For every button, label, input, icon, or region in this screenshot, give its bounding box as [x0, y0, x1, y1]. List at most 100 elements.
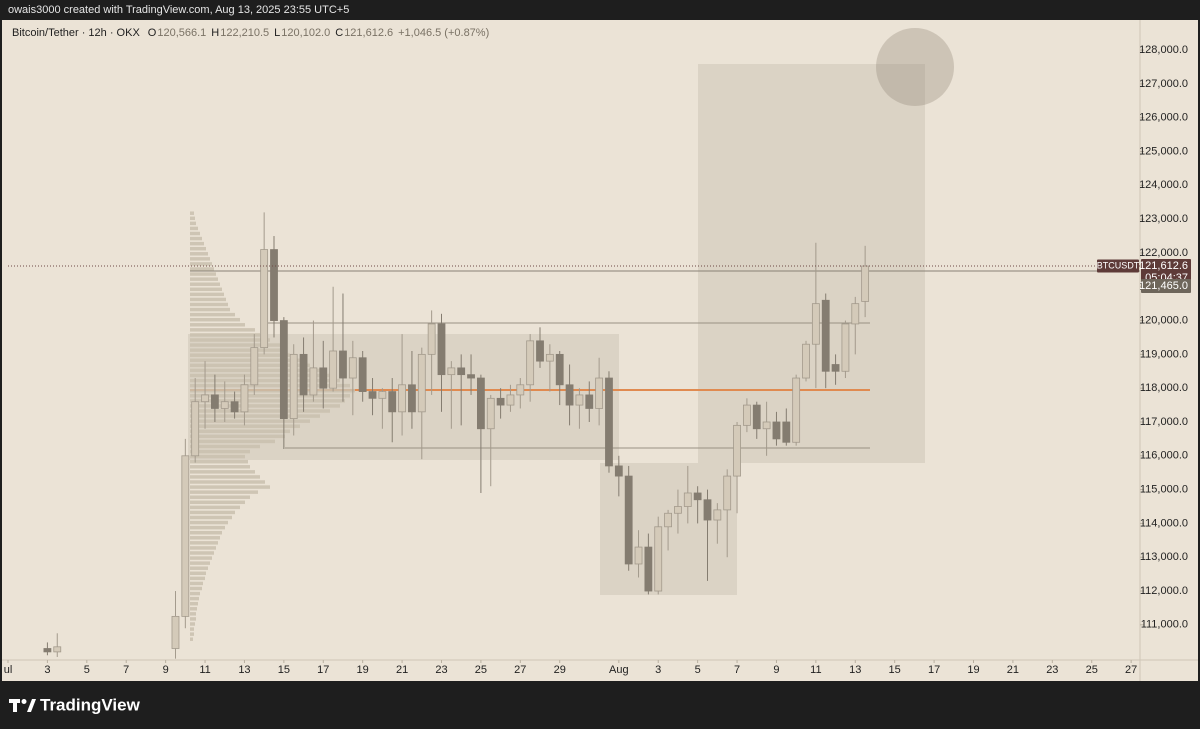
candle-body [408, 384, 416, 413]
y-tick-label: 127,000.0 [1139, 78, 1188, 90]
volume-profile-row [190, 480, 265, 484]
volume-profile-row [190, 383, 350, 388]
volume-profile-row [190, 490, 258, 494]
x-tick-label: 13 [849, 664, 861, 676]
candle-body [388, 391, 397, 413]
candle-body [821, 299, 830, 372]
volume-profile-row [190, 236, 202, 241]
volume-profile-row [190, 601, 198, 606]
volume-profile-row [190, 470, 255, 474]
volume-profile-row [190, 297, 226, 302]
volume-profile-row [190, 394, 350, 398]
volume-profile-row [190, 515, 232, 520]
ohlc-value: 120,566.1 [157, 27, 206, 39]
candle-body [358, 357, 367, 392]
x-tick-label: 29 [554, 664, 566, 676]
volume-profile-row [190, 444, 260, 449]
candle-body [181, 455, 190, 617]
y-tick-label: 119,000.0 [1140, 348, 1188, 360]
volume-profile-row [190, 424, 300, 428]
legend: Bitcoin/Tether · 12h · OKX O 120,566.1 H 122… [12, 27, 489, 39]
candle-body [733, 424, 741, 477]
volume-profile-row [190, 449, 250, 454]
candle-body [339, 350, 347, 379]
candle-body [723, 475, 732, 511]
plot [8, 28, 1140, 659]
volume-profile-row [190, 226, 198, 231]
candle-body [565, 384, 574, 406]
candle-body [53, 646, 62, 653]
candle-body [210, 394, 219, 409]
x-tick-label: 21 [396, 664, 408, 676]
volume-profile-row [190, 302, 228, 307]
volume-profile-row [190, 307, 230, 312]
volume-profile-row [190, 439, 275, 444]
candle-body [851, 303, 860, 325]
candle-body [585, 394, 594, 409]
volume-profile-row [190, 637, 193, 641]
volume-profile-row [190, 581, 203, 586]
y-tick-label: 116,000.0 [1140, 450, 1188, 462]
x-tick-label: ul [4, 664, 13, 676]
level-label: 121,465.0 [1139, 280, 1188, 292]
volume-profile-row [190, 353, 290, 357]
candle-body [545, 353, 554, 362]
volume-profile-row [190, 338, 270, 342]
x-tick-label: 19 [967, 664, 979, 676]
candle-body [624, 475, 633, 565]
x-tick-label: 25 [1086, 664, 1098, 676]
volume-profile-row [190, 267, 214, 271]
volume-profile-row [190, 510, 235, 515]
x-tick-label: 9 [773, 664, 779, 676]
candle-body [831, 364, 840, 372]
x-tick-label: 13 [238, 664, 250, 676]
candle-body [457, 367, 466, 376]
x-tick-label: 21 [1007, 664, 1019, 676]
candle-body [575, 394, 584, 406]
volume-profile-row [190, 495, 250, 499]
volume-profile-row [190, 388, 355, 393]
candle-body [683, 492, 692, 507]
ohlc-value: 122,210.5 [220, 27, 269, 39]
candle-body [693, 492, 702, 501]
ohlc-label: L [274, 27, 280, 39]
candle-body [270, 249, 278, 321]
candle-body [476, 377, 485, 430]
candle-body [861, 265, 870, 302]
candle-body [279, 320, 288, 420]
candle-body [703, 499, 712, 521]
volume-profile-row [190, 576, 205, 581]
volume-profile-row [190, 622, 195, 626]
x-tick-label: 3 [44, 664, 50, 676]
candle-body [447, 367, 456, 376]
candle-body [329, 350, 338, 389]
volume-profile-row [190, 221, 196, 226]
volume-profile-row [190, 358, 300, 363]
candle-body [782, 421, 791, 443]
volume-profile-row [190, 404, 340, 408]
candle-body [417, 353, 426, 413]
volume-profile-row [190, 262, 212, 266]
candle-body [201, 394, 209, 403]
brand-logo [9, 699, 36, 712]
volume-profile-row [190, 525, 225, 530]
candle-body [378, 391, 387, 399]
volume-profile-row [190, 333, 260, 337]
candle-body [595, 377, 604, 409]
candle-body [841, 323, 850, 372]
y-tick-label: 120,000.0 [1139, 314, 1188, 326]
volume-profile-row [190, 363, 310, 368]
x-tick-label: 11 [199, 664, 210, 676]
candle-body [506, 394, 515, 406]
volume-profile-row [190, 596, 199, 601]
candle-body [299, 353, 308, 396]
candle-body [348, 357, 357, 379]
volume-profile-row [190, 612, 196, 616]
last-price-label: 121,612.6 [1139, 260, 1188, 272]
level-tag [1141, 279, 1191, 294]
volume-profile-row [190, 429, 290, 434]
volume-profile-row [190, 348, 285, 352]
volume-profile-row [190, 257, 210, 261]
